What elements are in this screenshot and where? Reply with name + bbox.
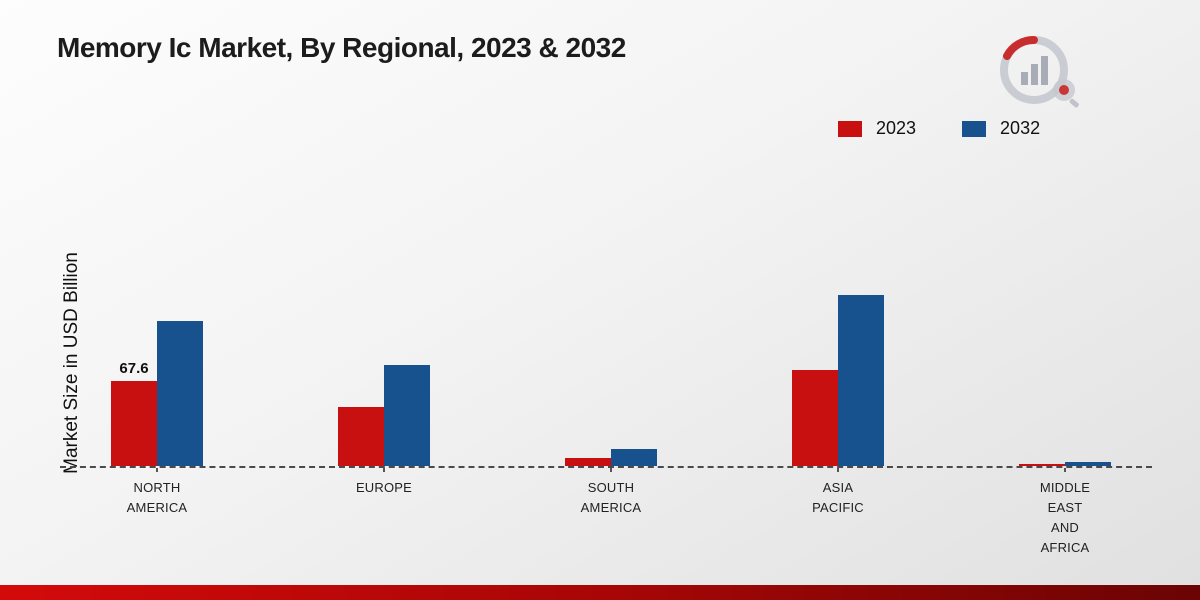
legend-item-2023: 2023 (838, 118, 916, 139)
x-axis-baseline (60, 466, 1152, 468)
x-tick-south-america (610, 468, 612, 472)
legend-item-2032: 2032 (962, 118, 1040, 139)
legend-label-2023: 2023 (876, 118, 917, 138)
x-tick-north-america (156, 468, 158, 472)
bar-2023-north-america (111, 381, 157, 466)
legend-swatch-2023 (838, 120, 862, 137)
bar-2032-north-america (157, 321, 203, 466)
x-tick-middle-east-and-africa (1064, 468, 1066, 472)
brand-logo-icon (1000, 35, 1079, 108)
x-tick-label-north-america: NORTH AMERICA (126, 480, 188, 516)
x-tick-europe (383, 468, 385, 472)
x-tick-label-asia-pacific: ASIA PACIFIC (812, 480, 864, 516)
bar-2023-asia-pacific (792, 370, 838, 466)
bar-2023-europe (338, 407, 384, 466)
x-tick-asia-pacific (837, 468, 839, 472)
footer-stripe (0, 585, 1200, 600)
bar-2023-middle-east-and-africa (1019, 464, 1065, 466)
bar-value-label-north-america-2023: 67.6 (119, 360, 149, 377)
legend-label-2032: 2032 (1000, 118, 1041, 138)
bar-2032-middle-east-and-africa (1065, 462, 1111, 466)
bar-2023-south-america (565, 458, 611, 466)
bar-2032-asia-pacific (838, 295, 884, 466)
chart-title: Memory Ic Market, By Regional, 2023 & 20… (57, 32, 626, 63)
legend-swatch-2032 (962, 120, 987, 137)
x-tick-label-south-america: SOUTH AMERICA (580, 480, 642, 516)
bar-2032-south-america (611, 449, 657, 466)
bar-2032-europe (384, 365, 430, 466)
x-tick-label-middle-east-and-africa: MIDDLE EAST AND AFRICA (1039, 480, 1091, 556)
chart-legend: 2023 2032 (838, 118, 1040, 139)
brand-logo (988, 28, 1088, 119)
x-tick-label-europe: EUROPE (355, 480, 413, 495)
